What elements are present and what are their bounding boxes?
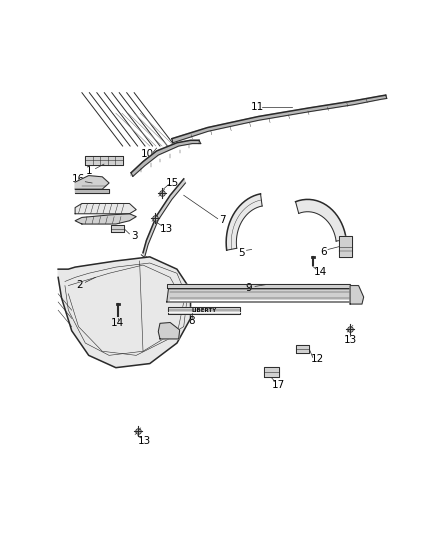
Text: 11: 11	[251, 102, 264, 112]
Text: 13: 13	[159, 223, 173, 233]
Polygon shape	[143, 179, 185, 257]
Text: 12: 12	[311, 353, 324, 364]
Text: LIBERTY: LIBERTY	[191, 308, 217, 313]
Text: 14: 14	[111, 318, 124, 328]
Text: 8: 8	[188, 316, 194, 326]
Polygon shape	[296, 199, 346, 241]
Polygon shape	[131, 140, 201, 176]
Text: 13: 13	[343, 335, 357, 345]
Polygon shape	[111, 225, 124, 232]
Text: 2: 2	[76, 280, 82, 290]
Text: 15: 15	[166, 178, 179, 188]
Polygon shape	[296, 345, 309, 353]
Polygon shape	[169, 307, 240, 314]
Text: 5: 5	[238, 248, 245, 258]
Polygon shape	[75, 204, 136, 214]
Polygon shape	[85, 156, 123, 165]
Polygon shape	[158, 322, 180, 339]
Polygon shape	[75, 189, 109, 193]
Polygon shape	[167, 284, 350, 288]
Polygon shape	[172, 95, 387, 143]
Polygon shape	[75, 214, 136, 224]
Text: 6: 6	[320, 247, 327, 257]
Text: 14: 14	[314, 266, 327, 277]
Polygon shape	[264, 367, 279, 377]
Text: 16: 16	[72, 174, 85, 184]
Polygon shape	[58, 257, 191, 368]
Polygon shape	[339, 236, 352, 257]
Text: 3: 3	[131, 230, 138, 240]
Polygon shape	[226, 194, 262, 250]
Text: 17: 17	[272, 380, 286, 390]
Polygon shape	[167, 289, 359, 302]
Text: 1: 1	[85, 166, 92, 176]
Polygon shape	[75, 175, 109, 189]
Text: 10: 10	[141, 149, 154, 159]
Text: 13: 13	[138, 435, 152, 446]
Text: 7: 7	[219, 215, 226, 225]
Polygon shape	[350, 286, 364, 304]
Text: 9: 9	[246, 283, 252, 293]
